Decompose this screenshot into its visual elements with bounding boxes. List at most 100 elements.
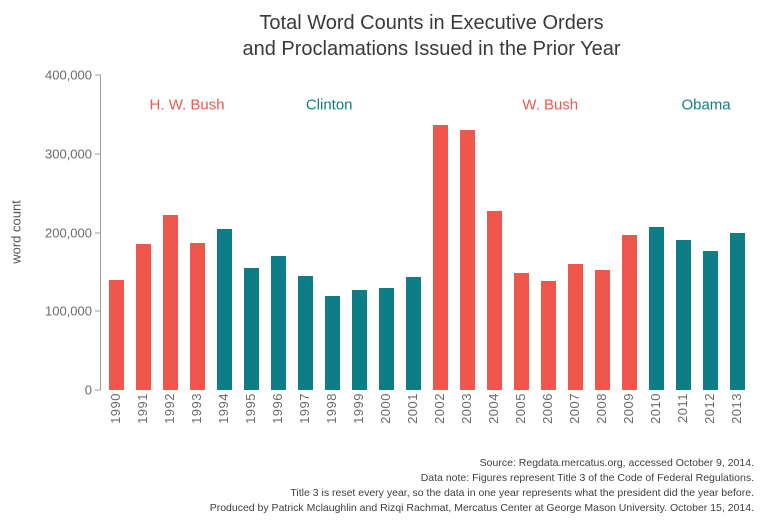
x-tick-label: 2013 [729, 393, 744, 424]
x-labels: 1990 1991 1992 1993 1994 1995 1996 1997 1998 1999… [100, 393, 752, 441]
x-label-slot: 1996 [264, 393, 291, 441]
x-tick-label: 1996 [270, 393, 285, 424]
x-label-slot: 1999 [345, 393, 372, 441]
bar-2008 [594, 270, 611, 390]
x-label-slot: 2008 [588, 393, 615, 441]
bar-slot [589, 75, 616, 390]
bar-slot [454, 75, 481, 390]
x-label-slot: 2012 [696, 393, 723, 441]
y-tick-label: 0 [84, 382, 92, 398]
chart-title-line2: and Proclamations Issued in the Prior Ye… [242, 38, 621, 60]
bar-slot [211, 75, 238, 390]
bar-slot [184, 75, 211, 390]
x-label-slot: 1992 [156, 393, 183, 441]
plot-area: H. W. Bush Clinton W. Bush Obama [95, 74, 753, 391]
x-label-slot: 2004 [480, 393, 507, 441]
bar-slot [103, 75, 130, 390]
x-label-slot: 1994 [210, 393, 237, 441]
y-tick-label: 300,000 [45, 146, 92, 162]
bar-1997 [297, 275, 314, 390]
era-label-clinton: Clinton [305, 96, 353, 114]
bar-2003 [459, 130, 476, 390]
bar-2011 [675, 240, 692, 390]
chart-title-line1: Total Word Counts in Executive Orders [259, 12, 604, 34]
bar-slot [697, 75, 724, 390]
x-tick-label: 1992 [162, 393, 177, 424]
x-tick-label: 1994 [216, 393, 231, 424]
x-label-slot: 2007 [561, 393, 588, 441]
footer-notes: Source: Regdata.mercatus.org, accessed O… [210, 456, 754, 516]
x-label-slot: 1998 [318, 393, 345, 441]
bar-slot [400, 75, 427, 390]
x-tick-label: 2012 [702, 393, 717, 424]
bar-slot [427, 75, 454, 390]
bar-slot [643, 75, 670, 390]
x-tick-label: 2008 [594, 393, 609, 424]
x-tick-label: 1991 [135, 393, 150, 424]
y-tick-mark [95, 232, 101, 233]
x-label-slot: 2011 [669, 393, 696, 441]
bar-slot [724, 75, 751, 390]
x-label-slot: 2001 [399, 393, 426, 441]
y-tick-label: 400,000 [45, 67, 92, 83]
x-tick-label: 1997 [297, 393, 312, 424]
y-tick-mark [95, 389, 101, 391]
x-tick-label: 2002 [432, 393, 447, 424]
bar-1993 [189, 242, 206, 390]
footer-title3-line: Title 3 is reset every year, so the data… [290, 487, 754, 499]
footer-source-line: Source: Regdata.mercatus.org, accessed O… [479, 457, 754, 469]
x-tick-label: 2006 [540, 393, 555, 424]
bar-1996 [270, 256, 287, 390]
bar-2000 [378, 288, 395, 390]
y-tick-mark [95, 74, 101, 76]
bar-slot [238, 75, 265, 390]
bar-slot [319, 75, 346, 390]
x-tick-label: 1990 [108, 393, 123, 424]
x-tick-label: 2007 [567, 393, 582, 424]
x-label-slot: 2002 [426, 393, 453, 441]
x-tick-label: 2005 [513, 393, 528, 424]
x-label-slot: 1991 [129, 393, 156, 441]
era-label-h-w-bush: H. W. Bush [149, 96, 225, 114]
x-label-slot: 2013 [723, 393, 750, 441]
bar-slot [292, 75, 319, 390]
bar-slot [373, 75, 400, 390]
bar-slot [508, 75, 535, 390]
x-tick-label: 2003 [459, 393, 474, 424]
bar-2004 [486, 211, 503, 390]
bar-slot [481, 75, 508, 390]
bar-2010 [648, 227, 665, 390]
bar-slot [346, 75, 373, 390]
bar-1999 [351, 290, 368, 390]
bar-2013 [729, 233, 746, 390]
bar-1995 [243, 267, 260, 390]
era-label-obama: Obama [681, 96, 731, 114]
y-tick-mark [95, 310, 101, 312]
x-tick-label: 2009 [621, 393, 636, 424]
footer-data-note-line: Data note: Figures represent Title 3 of … [420, 472, 754, 484]
x-tick-label: 1999 [351, 393, 366, 424]
x-label-slot: 1995 [237, 393, 264, 441]
y-tick-label: 200,000 [45, 225, 92, 240]
bar-2007 [567, 264, 584, 390]
bar-2012 [702, 250, 719, 390]
x-tick-label: 2004 [486, 393, 501, 424]
bar-slot [616, 75, 643, 390]
x-tick-label: 1993 [189, 393, 204, 424]
y-tick-label: 100,000 [45, 303, 92, 319]
bar-slot [670, 75, 697, 390]
bar-slot [562, 75, 589, 390]
x-tick-label: 1995 [243, 393, 258, 424]
bar-1994 [216, 228, 233, 390]
x-label-slot: 2005 [507, 393, 534, 441]
bar-2001 [405, 277, 422, 390]
x-tick-label: 2000 [378, 393, 393, 424]
x-tick-label: 1998 [324, 393, 339, 424]
x-label-slot: 2010 [642, 393, 669, 441]
bar-slot [130, 75, 157, 390]
bar-slot [265, 75, 292, 390]
x-label-slot: 2009 [615, 393, 642, 441]
bar-1992 [162, 215, 179, 390]
x-label-slot: 2006 [534, 393, 561, 441]
